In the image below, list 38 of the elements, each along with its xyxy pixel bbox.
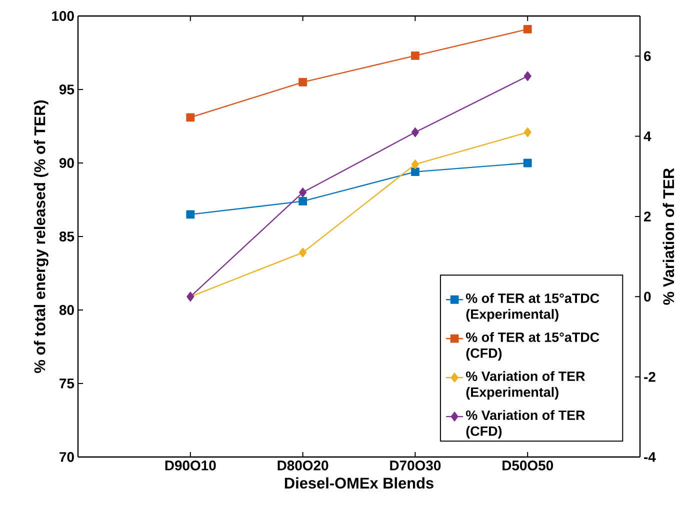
point [298, 78, 307, 86]
point [523, 158, 532, 168]
y2-tick-label: -2 [644, 372, 656, 382]
legend-label: % of TER at 15°aTDC (CFD) [466, 332, 600, 361]
y2-axis-title: % Variation of TER [662, 168, 674, 305]
point [523, 25, 532, 34]
point [186, 113, 195, 122]
x-tick-label: D70O30 [390, 460, 441, 470]
y-tick-label: 90 [59, 158, 74, 168]
legend-label: % Variation of TER (Experimental) [466, 371, 585, 400]
x-tick-label: D80O20 [278, 460, 328, 470]
y2-tick-label: 4 [644, 131, 652, 142]
point [411, 168, 420, 176]
point [411, 160, 419, 170]
point [298, 197, 307, 206]
y2-tick-label: -4 [644, 452, 656, 462]
point [524, 127, 532, 138]
y-tick-label: 100 [52, 11, 74, 21]
point [411, 127, 419, 138]
y2-tick-label: 2 [644, 212, 651, 222]
y-tick-label: 70 [60, 452, 74, 462]
point [411, 51, 420, 60]
point [299, 188, 307, 198]
y-tick-label: 80 [59, 305, 74, 315]
y-tick-label: 75 [60, 378, 74, 388]
legend-label: % of TER at 15°aTDC (Experimental) [466, 293, 600, 322]
x-tick-label: D50O50 [502, 460, 553, 470]
y-tick-label: 85 [59, 232, 74, 242]
y-axis-title: % of total energy released (% of TER) [34, 100, 48, 373]
x-axis-title: Diesel-OMEx Blends [284, 477, 434, 489]
y2-tick-label: 6 [644, 51, 651, 62]
point [186, 210, 195, 219]
point [299, 248, 307, 258]
y2-tick-label: 0 [644, 292, 651, 302]
x-tick-label: D90O10 [165, 460, 216, 470]
point [524, 71, 532, 81]
y-tick-label: 95 [59, 84, 74, 94]
legend-label: % Variation of TER (CFD) [466, 410, 585, 439]
